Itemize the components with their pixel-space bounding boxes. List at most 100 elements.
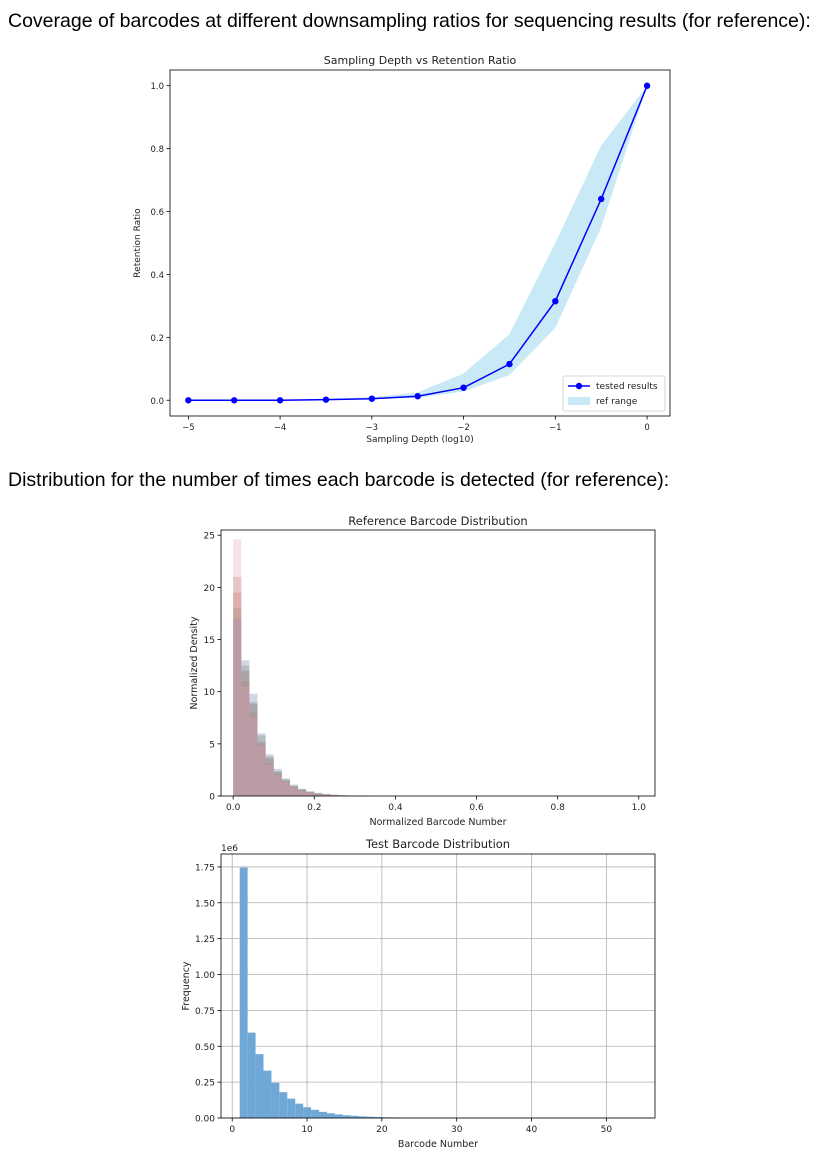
retention-ratio-chart: −5 −4 −3 −2 −1 0 0.0 0.2 0.4 0.6 0.8 1.0 Sampling De…	[133, 54, 671, 445]
y-tick-label: 1.0	[150, 82, 164, 92]
reference-hist-bar	[330, 794, 339, 796]
x-tick-label: −5	[182, 423, 195, 433]
x-tick-label: 10	[301, 1125, 313, 1135]
reference-hist-bar	[298, 790, 307, 796]
reference-hist-bar	[314, 792, 323, 796]
tested-results-point	[552, 297, 559, 305]
y-tick-label: 0.6	[150, 208, 164, 218]
x-tick-label: 0.6	[469, 803, 484, 813]
reference-hist-bar	[281, 782, 290, 796]
x-tick-label: −1	[549, 423, 562, 433]
reference-hist-bar	[322, 794, 331, 796]
test-hist-bar	[271, 1082, 280, 1118]
reference-hist-bar	[249, 712, 258, 796]
y-tick-label: 0.8	[150, 145, 164, 155]
reference-hist-bar	[265, 754, 274, 796]
y-axis-label: Normalized Density	[189, 616, 200, 709]
reference-hist-bar	[330, 794, 339, 796]
test-hist-bar	[287, 1098, 296, 1118]
y-tick-label: 1.25	[195, 935, 215, 945]
y-tick-label: 0.0	[150, 397, 164, 407]
reference-hist-bar	[306, 792, 315, 796]
reference-hist-bar	[281, 780, 290, 796]
reference-hist-bar	[273, 775, 282, 796]
x-tick-label: −4	[274, 423, 287, 433]
y-tick-label: 0.00	[195, 1115, 215, 1125]
legend-label-tested: tested results	[596, 382, 658, 392]
legend-box	[562, 375, 666, 412]
y-tick-label: 0.2	[150, 334, 164, 344]
test-hist-bar	[326, 1113, 335, 1118]
y-axis-label: Frequency	[181, 961, 192, 1010]
y-tick-label: 10	[204, 688, 216, 698]
test-hist-bar	[319, 1111, 327, 1118]
tested-results-point	[185, 397, 192, 404]
plot-frame	[169, 69, 671, 417]
tested-results-point	[276, 397, 284, 404]
y-axis-label: Retention Ratio	[133, 208, 143, 278]
reference-hist-bar	[249, 717, 258, 796]
reference-hist-bar	[257, 743, 266, 796]
x-tick-label: 30	[451, 1125, 463, 1135]
y-tick-label: 1.00	[195, 971, 215, 981]
reference-hist-bar	[241, 665, 250, 796]
reference-hist-bar	[322, 794, 331, 796]
reference-hist-bar	[289, 787, 299, 796]
reference-hist-bar	[330, 795, 339, 796]
reference-hist-bar	[314, 793, 323, 796]
reference-hist-bar	[257, 745, 266, 796]
y-tick-label: 0	[209, 793, 215, 803]
tested-results-point	[643, 82, 651, 89]
reference-hist-bar	[289, 786, 299, 796]
reference-hist-bar	[298, 789, 307, 796]
reference-hist-bar	[273, 768, 282, 796]
coverage-heading: Coverage of barcodes at different downsa…	[8, 10, 811, 32]
tested-results-point	[414, 392, 421, 400]
test-hist-bar	[366, 1116, 375, 1118]
test-hist-bar	[279, 1092, 288, 1118]
test-hist-bar	[239, 867, 248, 1118]
y-tick-label: 20	[204, 584, 216, 594]
tested-results-point	[597, 195, 605, 203]
plot-frame	[220, 529, 656, 797]
legend-marker-swatch	[575, 382, 583, 390]
reference-hist-bar	[289, 784, 299, 796]
y-offset-label: 1e6	[221, 844, 238, 854]
reference-hist-bar	[241, 681, 250, 796]
reference-hist-bar	[298, 789, 307, 796]
reference-hist-bar	[241, 686, 250, 796]
reference-hist-bar	[330, 794, 339, 796]
reference-hist-bar	[241, 660, 250, 796]
reference-hist-bar	[314, 793, 323, 796]
x-axis-label: Barcode Number	[398, 1139, 478, 1150]
test-hist-bar	[350, 1115, 359, 1118]
reference-hist-bar	[257, 733, 266, 796]
reference-hist-bar	[233, 592, 242, 796]
reference-hist-bar	[249, 693, 258, 796]
test-hist-bar	[311, 1109, 320, 1118]
x-tick-label: −2	[457, 423, 470, 433]
x-tick-label: 0.2	[307, 803, 321, 813]
x-tick-label: 0	[229, 1125, 235, 1135]
reference-hist-bar	[265, 764, 274, 796]
reference-hist-bar	[306, 791, 315, 796]
x-tick-label: 40	[526, 1125, 538, 1135]
plot-frame	[220, 853, 656, 1119]
reference-hist-bar	[289, 786, 299, 796]
y-tick-label: 1.50	[195, 899, 215, 909]
test-hist-bar	[342, 1115, 351, 1118]
reference-hist-bar	[338, 795, 347, 796]
test-hist-bar	[374, 1116, 383, 1118]
y-tick-label: 5	[209, 740, 215, 750]
test-hist-bar	[303, 1107, 312, 1118]
ref-range-band	[188, 85, 648, 401]
reference-hist-bar	[265, 756, 274, 796]
test-hist-bar	[295, 1103, 304, 1118]
legend-label-ref: ref range	[596, 397, 638, 407]
x-tick-label: 0.0	[226, 803, 241, 813]
x-axis-label: Sampling Depth (log10)	[366, 435, 473, 445]
test-hist-bar	[255, 1054, 264, 1118]
x-tick-label: 50	[601, 1125, 613, 1135]
reference-hist-bar	[298, 790, 307, 796]
